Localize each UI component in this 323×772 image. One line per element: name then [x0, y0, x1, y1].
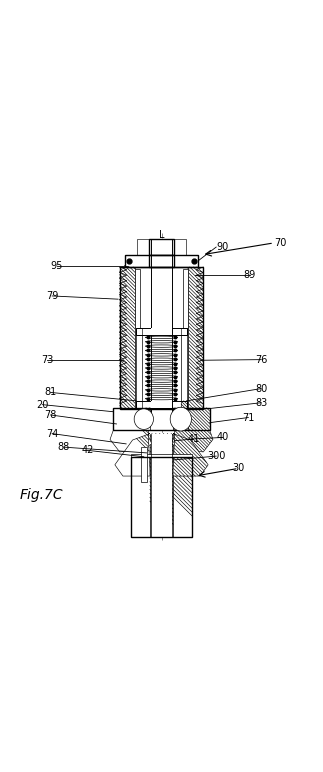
Text: 89: 89: [244, 270, 256, 280]
Bar: [124, 255, 199, 267]
Bar: [173, 457, 192, 537]
Bar: [137, 239, 149, 255]
Text: 71: 71: [242, 412, 255, 422]
Bar: [120, 267, 203, 408]
Bar: [136, 401, 187, 408]
Bar: [181, 335, 187, 401]
Text: Fig.7C: Fig.7C: [20, 488, 64, 502]
Polygon shape: [171, 430, 213, 452]
Bar: [188, 408, 210, 430]
Text: 40: 40: [216, 432, 229, 442]
Bar: [124, 255, 199, 267]
Polygon shape: [110, 430, 152, 452]
Bar: [150, 434, 173, 537]
Bar: [181, 328, 187, 335]
Text: 78: 78: [44, 410, 57, 420]
Bar: [120, 267, 135, 408]
Bar: [136, 335, 142, 401]
Bar: [188, 267, 203, 408]
Bar: [151, 434, 172, 537]
Bar: [141, 447, 147, 482]
Text: 95: 95: [51, 262, 63, 272]
Polygon shape: [115, 434, 150, 476]
Bar: [174, 239, 186, 255]
Bar: [151, 401, 172, 408]
Bar: [151, 239, 172, 413]
Bar: [150, 408, 173, 430]
Text: 88: 88: [57, 442, 69, 452]
Bar: [131, 453, 192, 457]
Bar: [151, 328, 172, 335]
Text: 83: 83: [255, 398, 267, 408]
Bar: [135, 269, 140, 407]
Text: 30: 30: [233, 463, 245, 473]
Text: 76: 76: [255, 354, 267, 364]
Bar: [149, 239, 174, 255]
Bar: [113, 408, 210, 430]
Text: 300: 300: [207, 451, 225, 461]
Text: 81: 81: [45, 388, 57, 398]
Bar: [173, 408, 188, 430]
Bar: [136, 328, 142, 335]
Text: 20: 20: [36, 400, 49, 410]
Text: 41: 41: [188, 434, 200, 444]
Text: L: L: [159, 230, 164, 240]
Text: 79: 79: [46, 291, 58, 301]
Text: 74: 74: [46, 428, 58, 438]
Bar: [183, 269, 188, 407]
Bar: [149, 255, 174, 267]
Ellipse shape: [134, 409, 153, 429]
Text: 70: 70: [274, 238, 287, 248]
Bar: [136, 328, 187, 335]
Polygon shape: [173, 434, 208, 476]
Ellipse shape: [170, 408, 192, 431]
Text: 80: 80: [255, 384, 267, 394]
Text: 42: 42: [81, 445, 94, 455]
Bar: [136, 401, 142, 408]
Bar: [131, 457, 192, 537]
Text: 73: 73: [41, 355, 54, 365]
Bar: [113, 408, 135, 430]
Bar: [131, 457, 150, 537]
Text: 90: 90: [216, 242, 229, 252]
Bar: [181, 401, 187, 408]
Bar: [135, 408, 150, 430]
